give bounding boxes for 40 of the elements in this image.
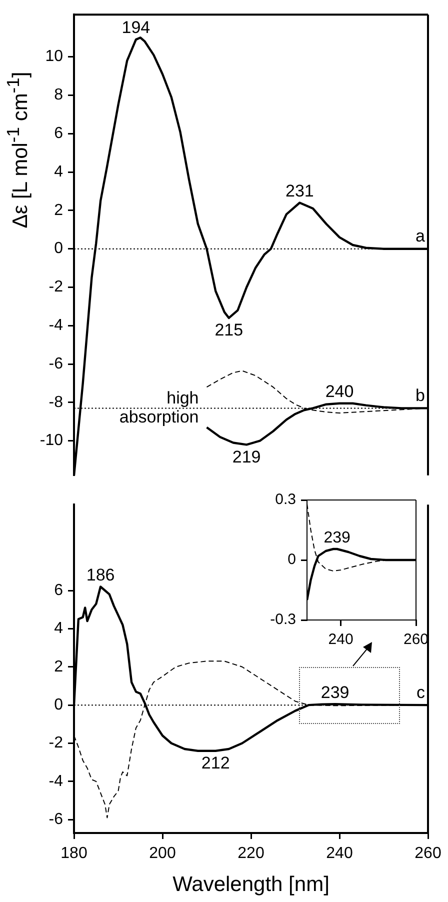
y-tick-label: -4 <box>48 772 64 790</box>
annotation: 239 <box>324 529 351 546</box>
annotation: 215 <box>214 320 244 340</box>
annotation: 231 <box>285 181 314 200</box>
y-tick-label: 2 <box>54 202 64 219</box>
y-tick-label: 10 <box>45 48 64 66</box>
annotation: b <box>416 386 425 405</box>
annotation: c <box>416 682 426 702</box>
annotation: 194 <box>122 18 150 38</box>
y-tick-label: 2 <box>54 658 64 676</box>
annotation: 219 <box>232 447 261 466</box>
y-tick-label: -2 <box>48 734 64 752</box>
y-tick-label: 8 <box>54 86 64 104</box>
annotation: 212 <box>201 754 230 773</box>
y-tick-label: -8 <box>48 394 64 411</box>
y-tick-label: -10 <box>40 432 64 450</box>
y-tick-label: 6 <box>54 582 64 599</box>
y-tick-label: -0.3 <box>270 611 296 628</box>
y-tick-label: -6 <box>48 355 64 372</box>
y-tick-label: -2 <box>48 278 64 296</box>
x-tick-label: 180 <box>60 845 88 862</box>
y-tick-label: 4 <box>54 163 64 180</box>
x-axis-title: Wavelength [nm] <box>172 873 330 896</box>
annotation: 239 <box>320 682 350 702</box>
y-tick-label: -6 <box>48 811 64 828</box>
annotation: a <box>416 226 426 246</box>
x-tick-label: 240 <box>326 845 353 862</box>
y-tick-label: 4 <box>54 620 64 638</box>
annotation: 240 <box>325 382 354 402</box>
y-tick-label: 0 <box>288 551 296 568</box>
y-tick-label: 0 <box>54 240 64 258</box>
y-tick-label: 6 <box>54 125 64 142</box>
x-tick-label: 220 <box>238 845 264 862</box>
x-tick-label: 200 <box>149 845 176 862</box>
x-tick-label: 260 <box>414 845 442 862</box>
y-tick-label: 0.3 <box>275 491 296 508</box>
y-tick-label: -4 <box>48 317 64 334</box>
annotation: high absorption <box>119 388 199 426</box>
y-tick-label: 0 <box>54 696 64 714</box>
annotation: 186 <box>86 565 115 584</box>
